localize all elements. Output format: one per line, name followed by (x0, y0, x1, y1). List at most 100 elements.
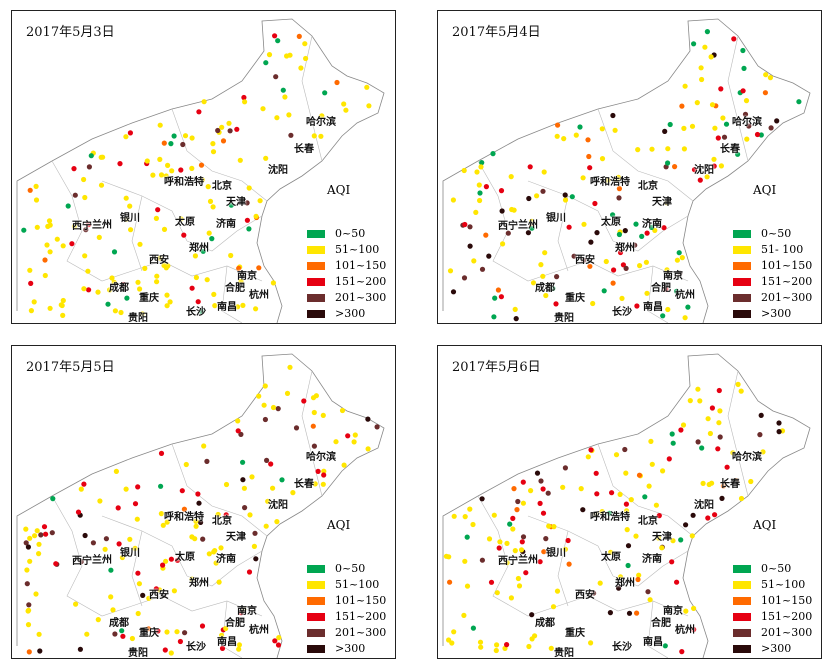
station-dot (694, 100, 700, 106)
legend-swatch (307, 629, 325, 637)
station-dot (768, 125, 774, 131)
station-dot (660, 468, 666, 474)
station-dot (569, 194, 575, 200)
station-dot (715, 135, 721, 141)
station-dot (154, 279, 160, 285)
station-dot (157, 156, 163, 162)
station-dot (227, 128, 233, 134)
station-dot (105, 301, 111, 307)
station-dot (77, 646, 83, 652)
station-dot (71, 223, 78, 229)
station-dot (27, 535, 33, 541)
city-label-hangzhou: 杭州 (675, 625, 695, 636)
city-label-hohhot: 呼和浩特 (590, 512, 630, 523)
station-dot (263, 523, 269, 529)
legend-item: >300 (733, 642, 821, 657)
station-dot (462, 221, 468, 228)
station-dot (689, 123, 696, 129)
station-dot (636, 472, 643, 478)
station-dot (669, 559, 675, 565)
city-label-zhengzhou: 郑州 (615, 578, 635, 589)
station-dot (241, 606, 247, 612)
station-dot (270, 485, 276, 491)
station-dot (670, 538, 676, 544)
legend-label: >300 (335, 642, 366, 655)
station-dot (663, 286, 669, 292)
legend-swatch (307, 613, 325, 621)
station-dot (146, 595, 152, 601)
city-label-guiyang: 贵阳 (554, 648, 574, 659)
station-dot (702, 44, 708, 50)
station-dot (235, 418, 241, 424)
station-dot (155, 207, 161, 213)
legend-swatch (307, 230, 325, 238)
station-dot (60, 312, 66, 318)
station-dot (120, 633, 126, 639)
legend-swatch (733, 278, 751, 286)
province-border (727, 370, 749, 497)
station-dot (526, 195, 532, 202)
station-dot (127, 130, 133, 136)
station-dot (691, 167, 698, 173)
aqi-legend: AQI 0~50 51- 100 101~150 151~200 201~300 >300 (733, 183, 821, 323)
station-dot (160, 562, 166, 568)
station-dot (716, 387, 722, 394)
station-dot (266, 52, 273, 58)
station-dot (109, 275, 115, 281)
station-dot (578, 486, 584, 492)
station-dot (562, 197, 569, 203)
station-dot (730, 450, 736, 456)
station-dot (538, 478, 544, 484)
station-dot (594, 491, 600, 497)
station-dot (47, 249, 53, 255)
city-label-shenyang: 沈阳 (694, 500, 714, 511)
station-dot (585, 137, 591, 143)
station-dot (735, 151, 741, 157)
station-dot (479, 266, 486, 272)
legend-label: 201~300 (761, 626, 813, 639)
station-dot (540, 188, 546, 194)
station-dot (219, 632, 225, 638)
station-dot (477, 197, 483, 204)
city-label-nanjing: 南京 (237, 271, 257, 282)
station-dot (617, 249, 624, 256)
station-dot (96, 234, 102, 240)
station-dot (34, 528, 40, 534)
station-dot (110, 607, 116, 613)
city-label-tianjin: 天津 (652, 197, 672, 208)
station-dot (27, 267, 33, 273)
station-dot (102, 546, 108, 552)
station-dot (623, 470, 629, 476)
station-dot (218, 545, 224, 551)
station-dot (625, 562, 631, 569)
station-dot (234, 126, 240, 132)
station-dot (662, 643, 668, 649)
station-dot (687, 398, 693, 404)
station-dot (639, 233, 645, 239)
station-dot (263, 155, 269, 161)
station-dot (213, 560, 219, 566)
station-dot (247, 512, 253, 518)
city-label-xining: 西宁 (72, 221, 92, 232)
station-dot (796, 99, 802, 105)
station-dot (43, 531, 49, 537)
station-dot (253, 213, 259, 219)
station-dot (674, 579, 680, 585)
station-dot (85, 268, 91, 274)
station-dot (322, 90, 328, 96)
legend-label: 101~150 (761, 594, 813, 607)
station-dot (711, 163, 717, 169)
station-dot (608, 549, 614, 555)
station-dot (507, 521, 513, 527)
city-label-xian: 西安 (575, 255, 595, 266)
city-label-jinan: 济南 (216, 554, 236, 565)
station-dot (628, 497, 634, 503)
station-dot (112, 631, 118, 637)
station-dot (767, 75, 773, 81)
station-dot (515, 575, 521, 582)
city-label-xining: 西宁 (72, 556, 92, 567)
station-dot (127, 536, 133, 542)
station-dot (635, 576, 641, 583)
station-dot (135, 570, 141, 576)
station-dot (679, 103, 685, 109)
